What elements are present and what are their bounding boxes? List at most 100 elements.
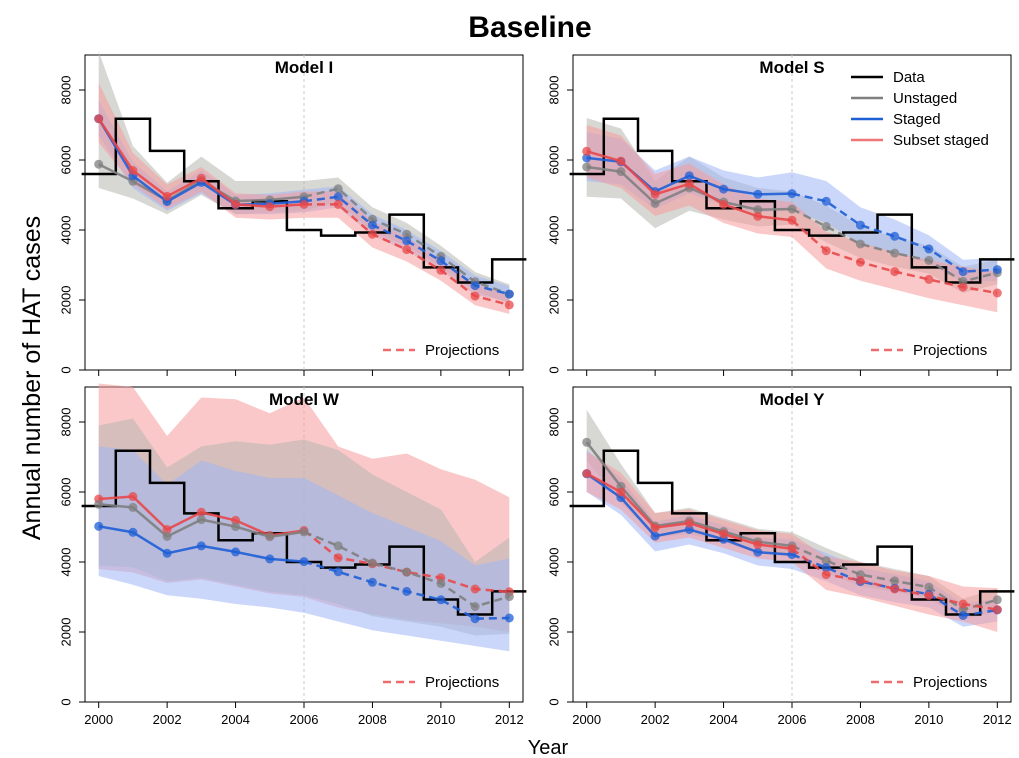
subset-point (582, 146, 592, 156)
panel-title: Model Y (760, 390, 826, 409)
staged-point (367, 577, 377, 587)
panel-1: 0 2000 4000 6000 8000 Model I Projections (58, 51, 527, 376)
subset-point (231, 515, 241, 525)
y-tick-label: 0 (58, 698, 73, 705)
subset-point (162, 525, 172, 534)
x-tick-label: 2006 (778, 712, 807, 727)
unstaged-point (402, 567, 412, 577)
y-tick-label: 8000 (546, 408, 561, 437)
x-tick-label: 2002 (153, 712, 182, 727)
subset-point (890, 584, 900, 594)
y-tick-label: 8000 (546, 76, 561, 105)
unstaged-point (265, 532, 275, 542)
staged-point (231, 547, 241, 557)
subset-point (231, 199, 241, 209)
x-tick-label: 2004 (221, 712, 250, 727)
x-tick-label: 2010 (426, 712, 455, 727)
unstaged-point (196, 515, 206, 525)
subset-point (684, 179, 694, 189)
subset-point (582, 469, 592, 478)
subset-point (992, 605, 1002, 615)
y-axis-label: Annual number of HAT cases (18, 216, 46, 540)
staged-point (436, 595, 446, 605)
figure-title: Baseline (468, 11, 591, 44)
unstaged-point (299, 527, 309, 537)
subset-point (924, 274, 934, 284)
unstaged-point (94, 159, 104, 169)
y-tick-label: 2000 (58, 618, 73, 647)
subset-point (650, 189, 660, 199)
subset-point (958, 599, 968, 609)
staged-point (719, 184, 729, 194)
staged-point (821, 196, 831, 206)
subset-point (196, 507, 206, 517)
unstaged-point (890, 576, 900, 586)
projections-legend-label: Projections (913, 674, 987, 691)
y-tick-label: 0 (546, 366, 561, 373)
subset-point (821, 570, 831, 580)
staged-point (504, 613, 514, 623)
unstaged-point (470, 602, 480, 611)
subset-point (299, 199, 309, 209)
staged-point (924, 244, 934, 254)
staged-point (436, 256, 446, 266)
legend-label-data: Data (893, 69, 925, 86)
staged-point (299, 557, 309, 567)
x-tick-label: 2008 (358, 712, 387, 727)
y-tick-label: 2000 (58, 286, 73, 315)
x-tick-label: 2010 (914, 712, 943, 727)
unstaged-point (821, 222, 831, 231)
subset-point (992, 288, 1002, 298)
subset-point (787, 215, 797, 225)
x-axis-label: Year (528, 737, 569, 758)
subset-point (616, 156, 626, 166)
subset-point (890, 267, 900, 277)
staged-point (958, 611, 968, 620)
y-tick-label: 0 (546, 698, 561, 705)
unstaged-point (992, 595, 1002, 605)
unstaged-point (890, 248, 900, 258)
unstaged-point (924, 255, 934, 265)
y-tick-label: 4000 (546, 216, 561, 245)
y-tick-label: 6000 (546, 478, 561, 507)
subset-point (753, 211, 763, 221)
y-tick-label: 8000 (58, 408, 73, 437)
staged-point (787, 189, 797, 199)
unstaged-point (924, 582, 934, 592)
legend-label-unstaged: Unstaged (893, 90, 957, 107)
y-tick-label: 6000 (58, 478, 73, 507)
unstaged-point (821, 556, 831, 566)
staged-band (98, 446, 510, 652)
staged-point (402, 236, 412, 246)
subset-point (504, 300, 514, 310)
subset-point (128, 492, 138, 501)
staged-point (684, 525, 694, 534)
staged-point (890, 231, 900, 241)
panel-4: 0 2000 4000 6000 8000 2000 2002 2004 2006 2008 201… (546, 386, 1015, 727)
staged-point (470, 281, 480, 291)
x-tick-label: 2002 (641, 712, 670, 727)
staged-point (265, 554, 275, 564)
staged-point (196, 541, 206, 551)
unstaged-point (128, 502, 138, 512)
subset-point (719, 529, 729, 539)
subset-point (719, 199, 729, 209)
panels-group: 0 2000 4000 6000 8000 Model I Projections 0 2000… (58, 51, 1015, 727)
unstaged-point (582, 437, 592, 447)
staged-point (470, 614, 480, 624)
staged-point (94, 521, 104, 531)
y-tick-label: 4000 (58, 216, 73, 245)
staged-point (992, 265, 1002, 275)
subset-point (470, 584, 480, 594)
staged-point (958, 267, 968, 277)
subset-point (436, 265, 446, 275)
unstaged-point (231, 522, 241, 532)
staged-point (753, 189, 763, 199)
unstaged-point (650, 198, 660, 208)
staged-point (582, 153, 592, 163)
x-tick-label: 2000 (84, 712, 113, 727)
x-tick-label: 2012 (495, 712, 524, 727)
legend-label-staged: Staged (893, 111, 941, 128)
x-tick-label: 2012 (983, 712, 1012, 727)
